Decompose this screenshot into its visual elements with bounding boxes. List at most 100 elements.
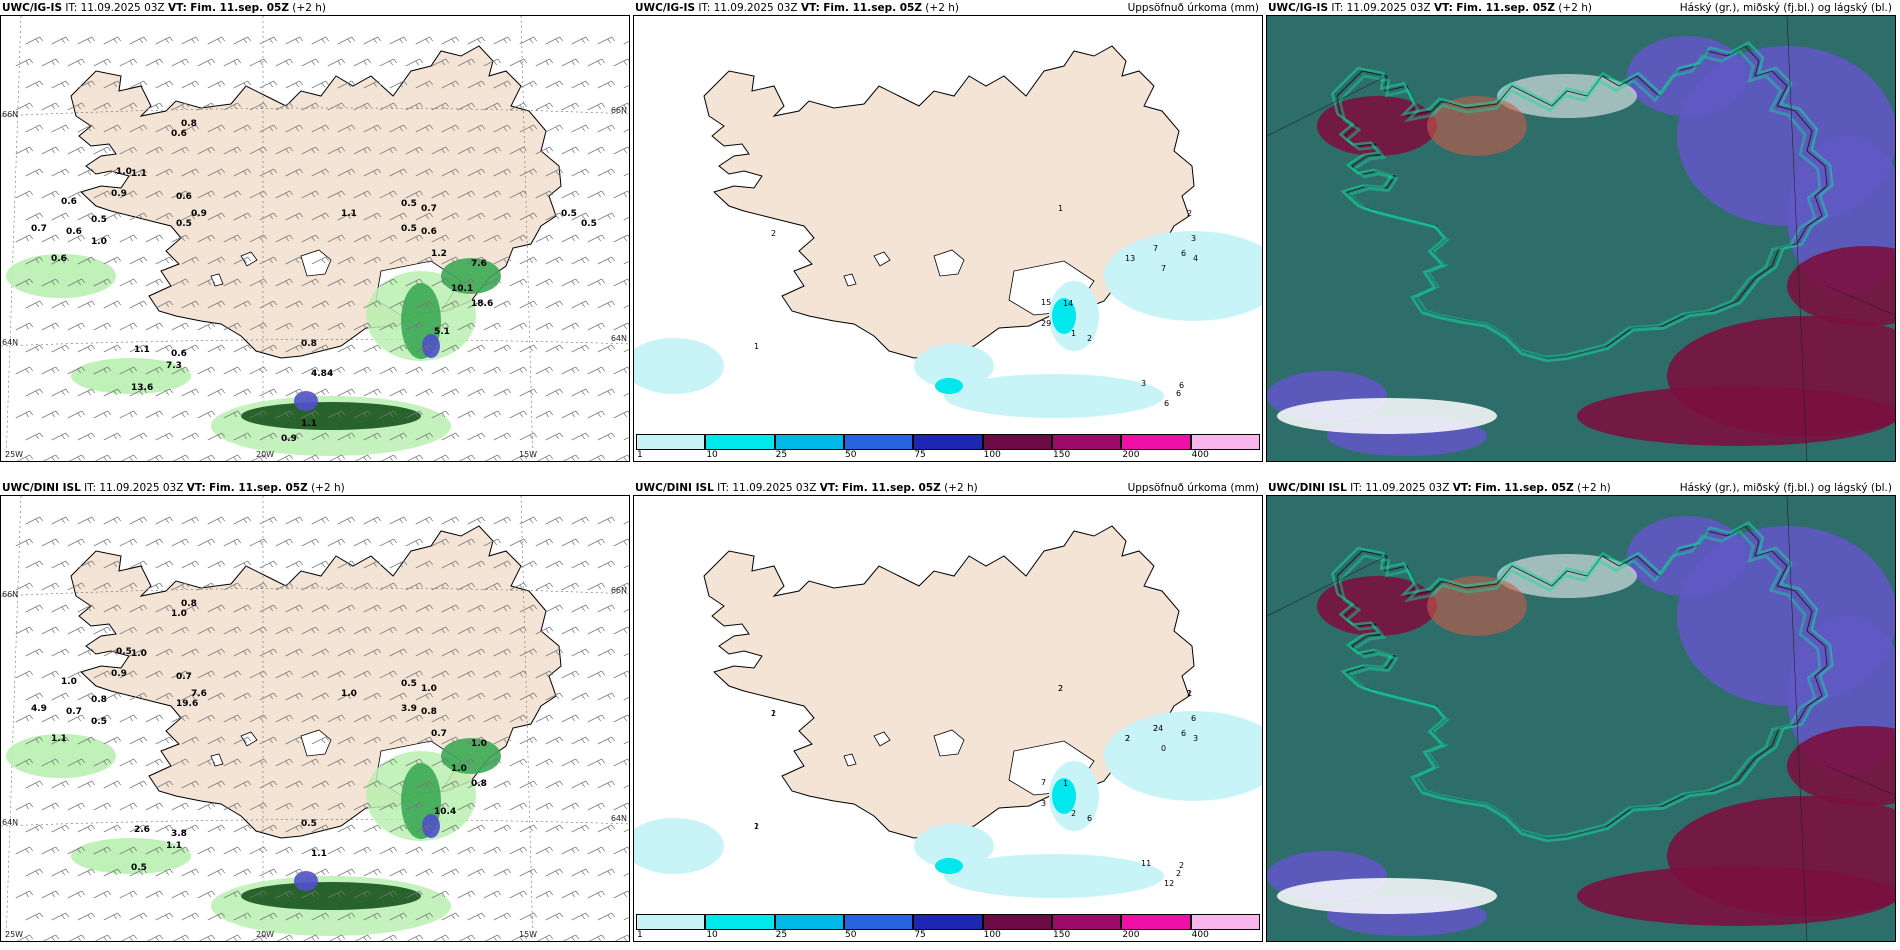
precip-value-label: 0.9 <box>111 669 127 679</box>
colorbar-swatch <box>705 914 775 930</box>
precip-value-label: 0.8 <box>421 707 437 717</box>
accum-value-label: 24 <box>1153 724 1163 733</box>
glacier-outline <box>300 729 332 757</box>
accum-area-south-sea <box>944 854 1164 898</box>
colorbar-tick-label: 150 <box>1053 930 1071 940</box>
cloud-layers <box>1267 516 1895 936</box>
precip-value-label: 1.1 <box>311 849 327 859</box>
lead-time: (+2 h) <box>1577 482 1611 494</box>
lat-label: 66N <box>2 590 19 599</box>
precip-value-label: 0.5 <box>91 717 107 727</box>
precip-value-label: 3.8 <box>171 829 187 839</box>
precip-area-west <box>6 254 116 298</box>
model-name: UWC/DINI ISL <box>2 482 81 494</box>
precip-value-label: 0.7 <box>31 224 47 234</box>
accum-value-label: 3 <box>1141 379 1146 388</box>
precip-value-label: 0.6 <box>66 227 82 237</box>
init-time: 11.09.2025 03Z <box>1346 2 1431 14</box>
precip-value-label: 0.5 <box>176 219 192 229</box>
map-frame: 0.8 0.6 1.0 1.1 0.9 0.6 0.5 0.9 0.6 0.7 0.6 1.0 0.6 1… <box>0 15 630 462</box>
model-name: UWC/DINI ISL <box>635 482 714 494</box>
clear-sky-region <box>1277 878 1497 914</box>
colorbar-swatch <box>844 914 914 930</box>
cloud-region <box>1577 386 1895 446</box>
panel-title: UWC/DINI ISL IT: 11.09.2025 03Z VT: Fim.… <box>2 482 345 494</box>
accum-area-east <box>1104 231 1262 321</box>
precip-value-label: 19.6 <box>176 699 198 709</box>
precip-value-label: 1.0 <box>451 764 467 774</box>
init-time: 11.09.2025 03Z <box>732 482 817 494</box>
panel-field-title: Háský (gr.), miðský (fj.bl.) og lágský (… <box>1679 2 1892 14</box>
accum-value-label: 6 <box>1181 249 1186 258</box>
glacier-outline <box>873 251 891 267</box>
precip-value-label: 0.5 <box>131 863 147 873</box>
precip-value-label: 0.7 <box>66 707 82 717</box>
colorbar-swatch <box>982 434 1052 450</box>
precip-value-label: 10.1 <box>451 284 473 294</box>
cloud-region <box>1427 96 1527 156</box>
accum-area-west <box>634 818 724 874</box>
lon-label: 20W <box>256 450 275 459</box>
colorbar-swatch <box>705 434 775 450</box>
colorbar-swatch <box>913 914 983 930</box>
accum-value-label: 1 <box>1071 329 1076 338</box>
map-frame: 1 2 1 2 13 7 7 6 3 4 3 6 6 6 1 2 14 15 29 1 10 25 50 75 100 150 20… <box>633 15 1263 462</box>
precip-value-label: 1.1 <box>301 419 317 429</box>
accum-value-label: 14 <box>1063 299 1073 308</box>
accum-value-label: 2 <box>754 822 759 831</box>
lat-label: 66N <box>610 106 627 115</box>
valid-time: Fim. 11.sep. 05Z <box>209 482 308 494</box>
lat-label: 66N <box>610 586 627 595</box>
precip-value-label: 0.8 <box>471 779 487 789</box>
lead-time: (+2 h) <box>925 2 959 14</box>
colorbar-swatch <box>913 434 983 450</box>
accum-value-label: 7 <box>1041 778 1046 787</box>
glacier-outline <box>300 249 332 277</box>
valid-time-prefix: VT: <box>167 2 187 14</box>
precip-value-label: 0.8 <box>181 599 197 609</box>
accum-value-label: 2 <box>1179 861 1184 870</box>
valid-time-prefix: VT: <box>800 2 820 14</box>
precip-value-label: 3.9 <box>401 704 417 714</box>
precip-value-label: 1.0 <box>61 677 77 687</box>
accum-value-label: 6 <box>1087 814 1092 823</box>
precip-value-label: 1.1 <box>166 841 182 851</box>
lat-label: 64N <box>610 334 627 343</box>
model-name: UWC/IG-IS <box>635 2 696 14</box>
colorbar: 1 10 25 50 75 100 150 200 400 <box>636 914 1260 940</box>
colorbar-tick-label: 25 <box>775 930 788 940</box>
colorbar-swatch <box>1121 434 1191 450</box>
precip-value-label: 0.8 <box>91 695 107 705</box>
precip-area-sw <box>71 358 191 394</box>
precip-value-labels: 0.81.00.5 1.00.91.00.87.60.74.9 0.70.51.11… <box>31 599 487 873</box>
init-time-prefix: IT: <box>698 2 711 14</box>
precip-value-label: 10.4 <box>434 807 456 817</box>
cloud-edge-contour <box>1330 41 1834 363</box>
colorbar-tick-label: 75 <box>914 450 926 460</box>
precip-value-label: 0.5 <box>401 224 417 234</box>
precip-value-label: 0.6 <box>61 197 77 207</box>
precip-value-label: 0.9 <box>191 209 207 219</box>
colorbar-tick-label: 100 <box>983 930 1001 940</box>
lead-time: (+2 h) <box>944 482 978 494</box>
accum-value-label: 1 <box>1187 689 1192 698</box>
glacier-outline <box>843 753 857 767</box>
init-time-prefix: IT: <box>65 2 78 14</box>
accum-area-south <box>914 344 994 388</box>
panel-bottom-mid: 1 2 2 2 2 2 0 6 6 3 11 12 2 2 2 6 1 7 3 2 1 2 1 2 24 1 10 25 50 75 100… <box>633 480 1263 942</box>
panel-title: UWC/DINI ISL IT: 11.09.2025 03Z VT: Fim.… <box>635 482 978 494</box>
accum-area-south <box>914 824 994 868</box>
colorbar-tick-label: 100 <box>983 450 1001 460</box>
clear-sky-region <box>1277 398 1497 434</box>
map-frame <box>1266 495 1896 942</box>
valid-time-prefix: VT: <box>1452 482 1472 494</box>
accum-value-label: 2 <box>771 709 776 718</box>
accum-value-label: 2 <box>1187 689 1192 698</box>
model-name: UWC/IG-IS <box>1268 2 1329 14</box>
precip-max-se <box>422 334 440 358</box>
accum-value-label: 2 <box>1176 869 1181 878</box>
precip-value-label: 2.6 <box>134 825 150 835</box>
panel-title: UWC/IG-IS IT: 11.09.2025 03Z VT: Fim. 11… <box>2 2 326 14</box>
valid-time: Fim. 11.sep. 05Z <box>190 2 289 14</box>
